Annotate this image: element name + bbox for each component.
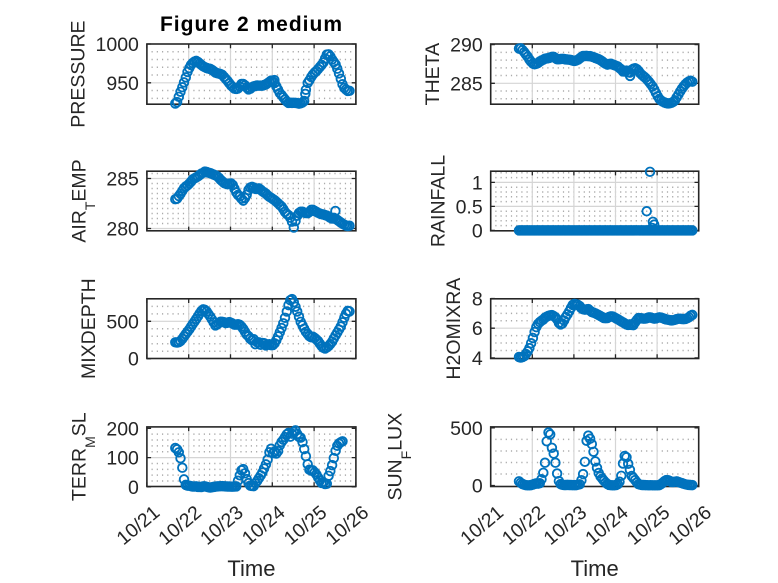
svg-text:MIXDEPTH: MIXDEPTH: [78, 278, 100, 379]
svg-text:H2OMIXRA: H2OMIXRA: [443, 278, 465, 380]
svg-text:1000: 1000: [96, 34, 140, 56]
svg-text:AIRT​EMP: AIRT​EMP: [69, 159, 99, 242]
svg-text:SUNF​LUX: SUNF​LUX: [384, 413, 414, 501]
svg-text:8: 8: [472, 289, 483, 311]
svg-text:200: 200: [106, 418, 139, 440]
svg-text:290: 290: [450, 35, 483, 57]
svg-text:TERRM​SL: TERRM​SL: [69, 412, 99, 501]
svg-text:6: 6: [472, 318, 483, 340]
svg-text:500: 500: [106, 311, 139, 333]
svg-text:THETA: THETA: [422, 43, 444, 105]
svg-text:0: 0: [128, 349, 139, 371]
svg-text:Time: Time: [227, 556, 275, 581]
svg-text:100: 100: [106, 448, 139, 470]
svg-text:285: 285: [106, 169, 139, 191]
svg-text:1: 1: [472, 172, 483, 194]
svg-text:Figure 2 medium: Figure 2 medium: [160, 13, 343, 36]
svg-text:0: 0: [128, 477, 139, 499]
svg-text:0: 0: [472, 220, 483, 242]
svg-text:Time: Time: [571, 556, 619, 581]
svg-text:0: 0: [472, 476, 483, 498]
svg-text:500: 500: [450, 418, 483, 440]
svg-text:280: 280: [106, 219, 139, 241]
svg-text:4: 4: [472, 348, 483, 370]
svg-text:0.5: 0.5: [456, 196, 483, 218]
svg-text:PRESSURE: PRESSURE: [68, 20, 90, 127]
svg-text:950: 950: [106, 73, 139, 95]
svg-text:RAINFALL: RAINFALL: [427, 155, 449, 247]
svg-text:285: 285: [450, 73, 483, 95]
